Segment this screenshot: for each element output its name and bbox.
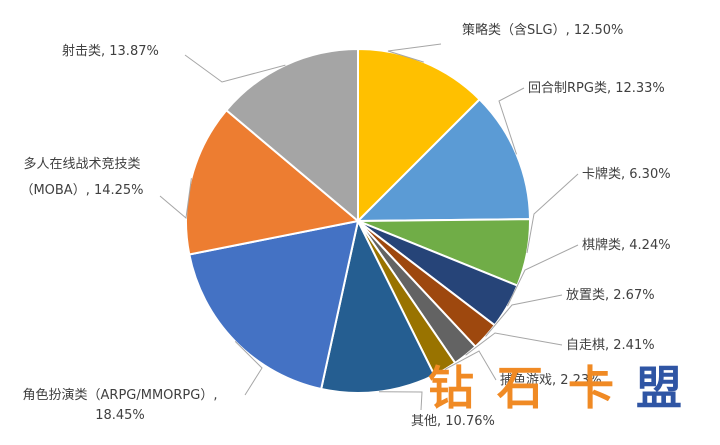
leader-line-8 — [378, 391, 423, 411]
data-label-5: 放置类, 2.67% — [566, 288, 655, 303]
leader-line-2 — [498, 87, 525, 155]
data-label-10-line-1: 多人在线战术竞技类 — [23, 156, 140, 172]
data-label-8: 其他, 10.76% — [411, 414, 495, 429]
leader-line-3 — [526, 173, 579, 254]
leader-line-9 — [234, 341, 263, 396]
pie-slice-2 — [355, 97, 532, 223]
data-label-3: 卡牌类, 6.30% — [582, 166, 671, 182]
watermark-char-2: 石 — [497, 361, 543, 415]
leader-line-4 — [506, 244, 579, 307]
pie-slice-10 — [185, 108, 361, 256]
watermark: 钻 石 卡 盟 — [428, 361, 682, 415]
data-labels: 策略类（含SLG）, 12.50% 回合制RPG类, 12.33% 卡牌类, 6.3… — [20, 22, 670, 429]
leader-lines — [159, 43, 579, 411]
leader-line-5 — [485, 294, 563, 337]
data-label-4: 棋牌类, 4.24% — [582, 237, 671, 253]
leader-line-10 — [159, 178, 192, 219]
data-label-1: 策略类（含SLG）, 12.50% — [462, 22, 623, 38]
pie-slice-11 — [224, 47, 359, 224]
pie-slice-9 — [188, 219, 360, 391]
data-label-2: 回合制RPG类, 12.33% — [528, 81, 665, 96]
leader-line-1 — [387, 43, 442, 63]
watermark-char-4: 盟 — [636, 361, 682, 415]
data-label-11: 射击类, 13.87% — [62, 43, 159, 59]
data-label-7: 捕鱼游戏, 2.23% — [500, 372, 602, 388]
leader-line-7 — [444, 350, 497, 381]
data-label-9-line-1: 角色扮演类（ARPG/MMORPG）, — [23, 387, 218, 403]
watermark-char-1: 钻 — [428, 361, 474, 415]
leader-line-11 — [184, 54, 286, 83]
data-label-10-line-2: （MOBA）, 14.25% — [20, 183, 143, 198]
pie-slices — [185, 47, 532, 394]
data-label-6: 自走棋, 2.41% — [566, 338, 655, 353]
pie-slice-1 — [357, 47, 482, 224]
leader-line-6 — [465, 332, 563, 356]
watermark-char-3: 卡 — [568, 361, 614, 415]
data-label-9-line-2: 18.45% — [95, 408, 145, 423]
